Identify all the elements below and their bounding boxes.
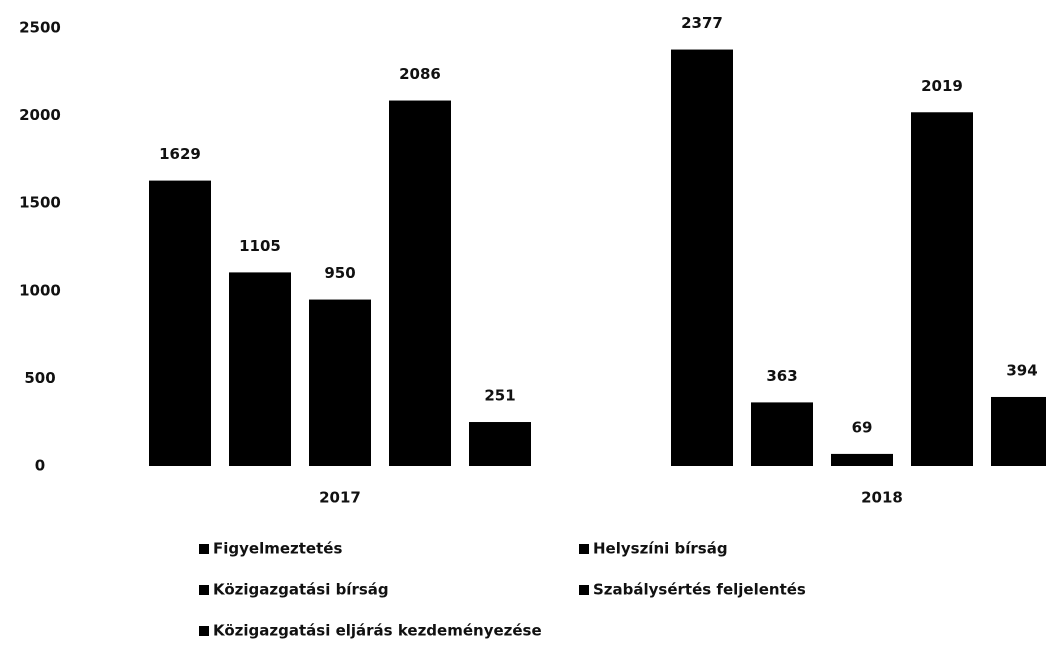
- legend-label: Figyelmeztetés: [213, 540, 342, 558]
- data-label: 363: [766, 367, 797, 385]
- bar: [671, 49, 733, 467]
- bar: [911, 112, 973, 466]
- y-tick-label: 2500: [19, 19, 61, 37]
- legend-label: Közigazgatási eljárás kezdeményezése: [213, 622, 542, 640]
- legend-label: Szabálysértés feljelentés: [593, 581, 806, 599]
- legend-swatch: [579, 585, 589, 595]
- data-label: 2377: [681, 14, 723, 32]
- legend-swatch: [199, 544, 209, 554]
- legend-label: Közigazgatási bírság: [213, 581, 389, 599]
- bar: [751, 402, 813, 466]
- x-tick-label: 2018: [861, 489, 903, 507]
- y-tick-label: 1000: [19, 281, 61, 299]
- bar: [389, 100, 451, 466]
- data-label: 950: [324, 264, 355, 282]
- y-tick-label: 500: [24, 369, 55, 387]
- legend-label: Helyszíni bírság: [593, 540, 728, 558]
- bar: [469, 422, 531, 466]
- legend-swatch: [199, 626, 209, 636]
- bar: [229, 272, 291, 466]
- y-tick-label: 1500: [19, 194, 61, 212]
- data-label: 2019: [921, 77, 963, 95]
- bar: [991, 396, 1046, 466]
- bar: [149, 180, 211, 467]
- y-tick-label: 0: [35, 457, 45, 475]
- bar: [309, 299, 371, 466]
- y-tick-label: 2000: [19, 106, 61, 124]
- legend-swatch: [579, 544, 589, 554]
- data-label: 1105: [239, 237, 281, 255]
- data-label: 2086: [399, 65, 441, 83]
- x-tick-label: 2017: [319, 489, 361, 507]
- data-label: 1629: [159, 145, 201, 163]
- legend-swatch: [199, 585, 209, 595]
- bar: [831, 453, 893, 466]
- data-label: 394: [1006, 361, 1037, 379]
- data-label: 251: [484, 387, 515, 405]
- data-label: 69: [852, 418, 873, 436]
